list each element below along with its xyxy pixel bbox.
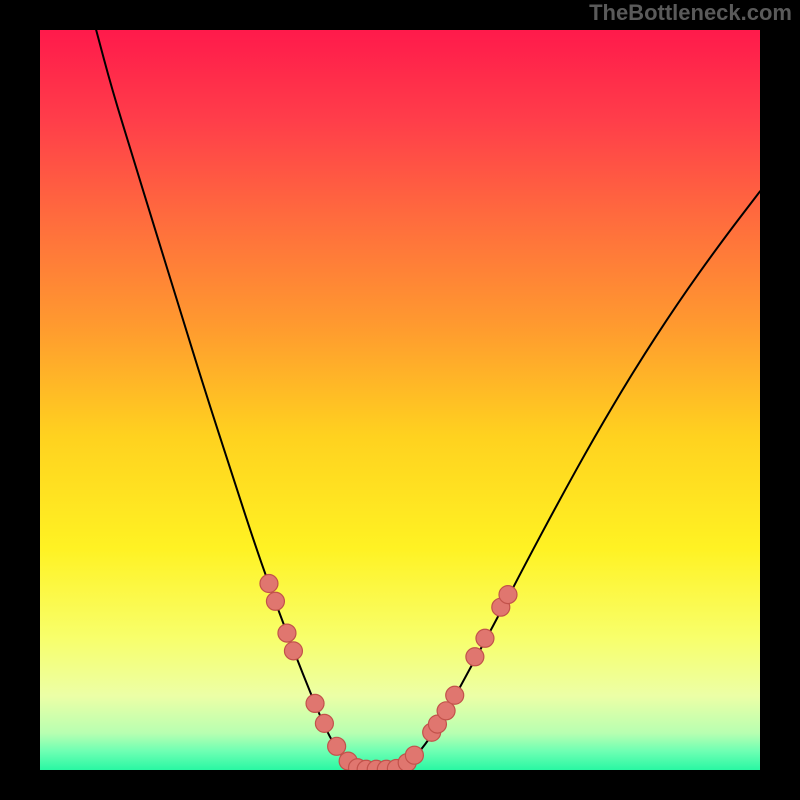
image-frame: TheBottleneck.com	[0, 0, 800, 800]
data-marker	[328, 737, 346, 755]
watermark-text: TheBottleneck.com	[589, 0, 792, 26]
data-marker	[315, 714, 333, 732]
data-marker	[499, 586, 517, 604]
plot-area	[40, 30, 760, 770]
data-marker	[284, 642, 302, 660]
data-marker	[405, 746, 423, 764]
data-marker	[476, 629, 494, 647]
data-marker	[278, 624, 296, 642]
gradient-background	[40, 30, 760, 770]
data-marker	[446, 686, 464, 704]
data-marker	[466, 648, 484, 666]
data-marker	[266, 592, 284, 610]
data-marker	[306, 694, 324, 712]
chart-svg	[40, 30, 760, 770]
data-marker	[260, 575, 278, 593]
